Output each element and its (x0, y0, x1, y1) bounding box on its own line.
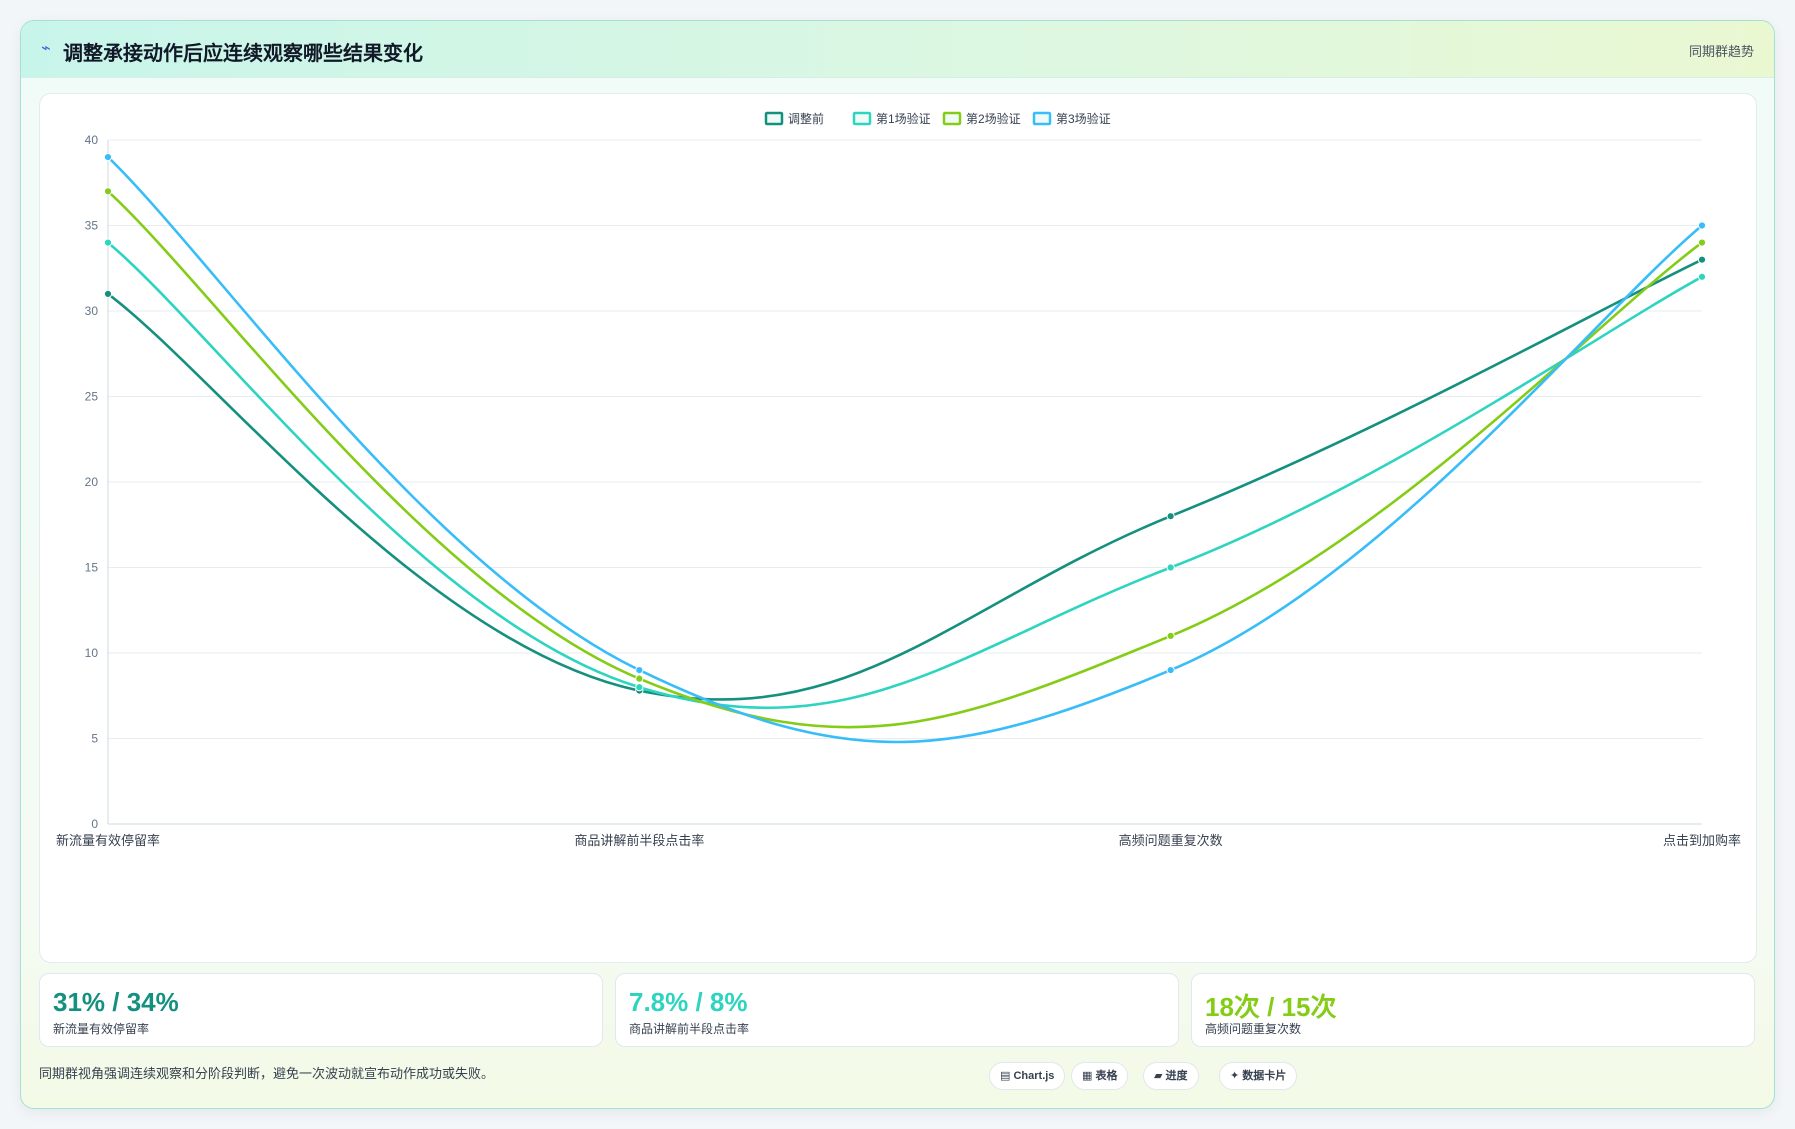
legend-label: 调整前 (788, 111, 824, 126)
legend-label: 第2场验证 (966, 111, 1021, 126)
trend-icon: ⌁ (41, 40, 51, 57)
y-tick-label: 25 (85, 390, 99, 404)
x-tick-label: 高频问题重复次数 (1119, 833, 1223, 848)
chip-progress[interactable]: ▰ 进度 (1143, 1062, 1199, 1090)
chip-label: Chart.js (1013, 1070, 1055, 1082)
data-point (1166, 563, 1175, 572)
x-tick-label: 新流量有效停留率 (56, 833, 160, 848)
y-tick-label: 5 (91, 732, 98, 746)
kpi-label: 新流量有效停留率 (53, 1022, 150, 1036)
series-line (107, 190, 1703, 729)
chip-table[interactable]: ▦ 表格 (1071, 1062, 1129, 1090)
kpi-value: 7.8% / 8% (629, 987, 748, 1017)
chip-label: 表格 (1095, 1070, 1118, 1082)
y-tick-label: 35 (85, 219, 99, 233)
data-point (635, 666, 644, 675)
data-point (1166, 666, 1175, 675)
x-tick-label: 商品讲解前半段点击率 (574, 833, 704, 848)
kpi-label: 商品讲解前半段点击率 (629, 1022, 750, 1036)
data-point (1697, 272, 1707, 281)
x-tick-label: 点击到加购率 (1663, 833, 1741, 848)
line-chart: 0 5 10 15 20 25 30 35 40 新流量有效停留率 商品讲解前半段点击率 高频问题重复… (56, 111, 1741, 848)
kpi-card-repeat-questions: 18次 / 15次 高频问题重复次数 (1191, 973, 1755, 1047)
chart-panel: 0 5 10 15 20 25 30 35 40 新流量有效停留率 商品讲解前半段点击率 高频问题重复… (39, 93, 1757, 963)
view-tag[interactable]: 同期群趋势 (1688, 44, 1754, 59)
legend-swatch (1032, 111, 1052, 126)
chip-chartjs[interactable]: ▤ Chart.js (989, 1062, 1066, 1090)
y-tick-label: 40 (85, 133, 99, 147)
legend-label: 第3场验证 (1056, 111, 1111, 126)
kpi-card-retention: 31% / 34% 新流量有效停留率 (39, 973, 603, 1047)
sparkle-icon: ✦ (1230, 1070, 1240, 1082)
chart-icon: ▤ (1000, 1070, 1011, 1082)
data-point (103, 238, 113, 247)
series-line (107, 241, 1703, 709)
chip-label: 进度 (1165, 1070, 1188, 1082)
y-tick-label: 0 (91, 817, 98, 831)
data-point (635, 674, 644, 683)
y-tick-label: 15 (85, 561, 99, 575)
chip-label: 数据卡片 (1242, 1070, 1287, 1082)
kpi-value: 31% / 34% (53, 987, 179, 1017)
chip-data-cards[interactable]: ✦ 数据卡片 (1219, 1062, 1298, 1090)
legend-label: 第1场验证 (876, 111, 931, 126)
footnote: 同期群视角强调连续观察和分阶段判断，避免一次波动就宣布动作成功或失败。 (39, 1066, 495, 1081)
kpi-label: 高频问题重复次数 (1205, 1022, 1302, 1036)
progress-icon: ▰ (1154, 1070, 1163, 1082)
data-point (1166, 512, 1175, 521)
legend-swatch (764, 111, 784, 126)
data-point (103, 289, 113, 298)
series-line (107, 258, 1703, 701)
y-tick-label: 20 (85, 475, 99, 489)
legend-swatch (942, 111, 962, 126)
legend-swatch (852, 111, 872, 126)
y-tick-label: 10 (85, 646, 99, 660)
page-title: 调整承接动作后应连续观察哪些结果变化 (63, 43, 423, 65)
data-point (1697, 238, 1707, 247)
chart-card: ⌁ 调整承接动作后应连续观察哪些结果变化 同期群趋势 0 5 10 15 20 25 30 3… (20, 20, 1775, 1109)
kpi-value: 18次 / 15次 (1205, 992, 1337, 1022)
card-header: ⌁ 调整承接动作后应连续观察哪些结果变化 同期群趋势 (21, 21, 1774, 78)
kpi-card-click-rate: 7.8% / 8% 商品讲解前半段点击率 (615, 973, 1179, 1047)
data-point (1166, 631, 1175, 641)
data-point (1697, 221, 1707, 230)
table-icon: ▦ (1082, 1070, 1093, 1082)
y-tick-label: 30 (85, 304, 99, 318)
data-point (103, 153, 113, 162)
data-point (1697, 255, 1707, 264)
series-line (107, 156, 1703, 744)
data-point (635, 683, 644, 692)
data-point (103, 187, 113, 196)
